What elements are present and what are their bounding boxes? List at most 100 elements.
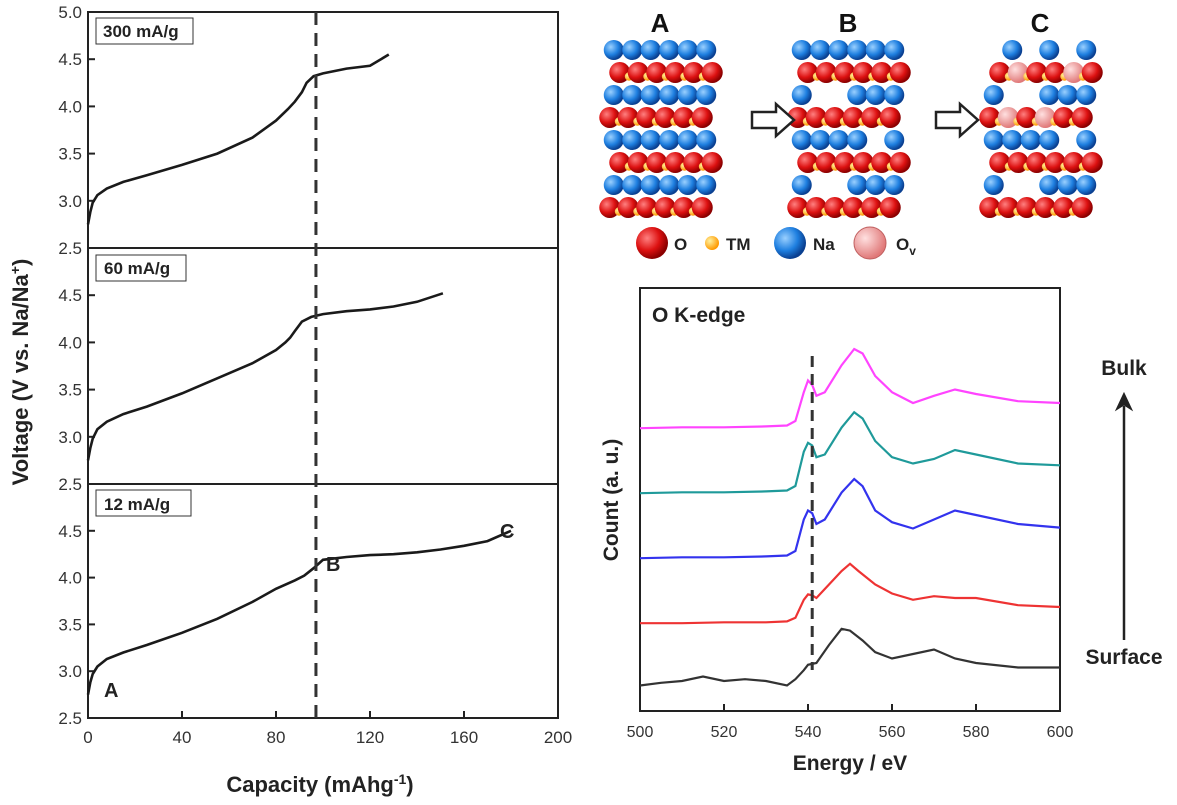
na-atom	[847, 85, 868, 105]
panel-bottom-curve	[86, 529, 512, 695]
oxygen-atom	[879, 107, 901, 128]
na-atom	[865, 40, 886, 60]
na-atom	[1039, 40, 1060, 60]
na-atom	[677, 175, 698, 195]
y-tick-label: 4.5	[58, 50, 82, 69]
y-tick-label: 3.5	[58, 145, 82, 164]
legend-tm-icon	[705, 236, 719, 250]
xas-x-axis-title: Energy / eV	[793, 752, 907, 775]
xas-title: O K-edge	[652, 304, 745, 327]
voltage-axis-title-sup: +	[7, 266, 23, 274]
na-atom	[983, 85, 1004, 105]
na-atom	[884, 130, 905, 150]
point-label-a: A	[104, 680, 118, 702]
panel-top-label: 300 mA/g	[103, 22, 179, 41]
voltage-axis-title-end: )	[8, 259, 33, 266]
xas-chart: O K-edge 500 520 540 560 580 600 Count (a. u.…	[600, 287, 1163, 775]
panel-bottom-frame	[87, 483, 559, 719]
point-label-b: B	[326, 554, 340, 576]
na-atom	[791, 85, 812, 105]
x-tick-label: 200	[544, 728, 572, 747]
xas-spectrum-line	[639, 347, 1061, 430]
na-atom	[1076, 40, 1097, 60]
oxygen-atom	[1071, 107, 1093, 128]
na-atom	[640, 85, 661, 105]
xas-y-axis-title: Count (a. u.)	[600, 439, 623, 561]
x-tick-label: 500	[627, 724, 654, 741]
x-tick-label: 0	[83, 728, 92, 747]
oxygen-atom	[1071, 197, 1093, 218]
crystal-schematic: A B C O TM Na Ov	[599, 8, 1103, 260]
xas-spectrum-line	[640, 562, 1061, 625]
capacity-axis-title-main: Capacity (mAhg	[226, 772, 393, 797]
na-atom	[884, 85, 905, 105]
panel-top-curve	[86, 53, 390, 225]
y-tick-label: 4.0	[58, 569, 82, 588]
na-atom	[640, 175, 661, 195]
voltage-axis-title-main: Voltage (V vs. Na/Na	[8, 273, 33, 485]
na-atom	[696, 175, 717, 195]
capacity-x-ticks: 0 40 80 120 160 200	[83, 711, 572, 747]
y-tick-label: 3.5	[58, 615, 82, 634]
crystal-structure-a	[599, 40, 723, 218]
na-atom	[865, 175, 886, 195]
voltage-chart: Voltage (V vs. Na/Na+) 300 mA/g 2.5 3.0 3.…	[7, 3, 572, 797]
na-atom	[640, 40, 661, 60]
y-tick-label: 2.5	[58, 475, 82, 494]
stage-label-c: C	[1031, 8, 1050, 38]
y-tick-label: 5.0	[58, 3, 82, 22]
bulk-arrow-head-icon	[1114, 391, 1134, 412]
na-atom	[1002, 40, 1023, 60]
na-atom	[696, 130, 717, 150]
y-tick-label: 3.5	[58, 381, 82, 400]
na-atom	[659, 40, 680, 60]
legend-ov-label-main: O	[896, 235, 909, 254]
y-tick-label: 2.5	[58, 709, 82, 728]
na-atom	[791, 130, 812, 150]
na-atom	[1039, 85, 1060, 105]
y-tick-label: 4.5	[58, 522, 82, 541]
legend-tm-label: TM	[726, 235, 751, 254]
panel-mid-label-box	[95, 254, 187, 282]
stage-label-b: B	[839, 8, 858, 38]
na-atom	[847, 130, 868, 150]
xas-spectrum-line	[639, 410, 1061, 495]
na-atom	[622, 40, 643, 60]
y-tick-label: 4.0	[58, 97, 82, 116]
y-tick-label: 2.5	[58, 239, 82, 258]
capacity-axis-title-end: )	[406, 772, 413, 797]
crystal-structure-b	[787, 40, 911, 218]
crystal-structure-c	[979, 40, 1103, 218]
x-tick-label: 520	[711, 724, 738, 741]
na-atom	[677, 130, 698, 150]
na-atom	[1002, 130, 1023, 150]
panel-mid-curve	[86, 292, 444, 461]
legend-o-icon	[636, 227, 668, 259]
na-atom	[1020, 130, 1041, 150]
na-atom	[659, 85, 680, 105]
na-atom	[828, 40, 849, 60]
x-tick-label: 600	[1047, 724, 1074, 741]
legend-na-label: Na	[813, 235, 835, 254]
na-atom	[659, 130, 680, 150]
y-tick-label: 4.5	[58, 286, 82, 305]
na-atom	[603, 175, 624, 195]
capacity-axis-title: Capacity (mAhg-1)	[226, 771, 413, 797]
na-atom	[603, 40, 624, 60]
x-tick-label: 120	[356, 728, 384, 747]
na-atom	[696, 40, 717, 60]
panel-top-label-box	[95, 17, 194, 45]
na-atom	[1076, 85, 1097, 105]
na-atom	[603, 130, 624, 150]
na-atom	[1057, 85, 1078, 105]
x-tick-label: 580	[963, 724, 990, 741]
na-atom	[603, 85, 624, 105]
point-label-c: C	[500, 521, 514, 543]
legend-ov-icon	[853, 226, 887, 260]
na-atom	[884, 40, 905, 60]
schematic-legend: O TM Na Ov	[636, 226, 916, 260]
xas-spectrum-line	[639, 477, 1061, 560]
na-atom	[865, 85, 886, 105]
na-atom	[622, 130, 643, 150]
